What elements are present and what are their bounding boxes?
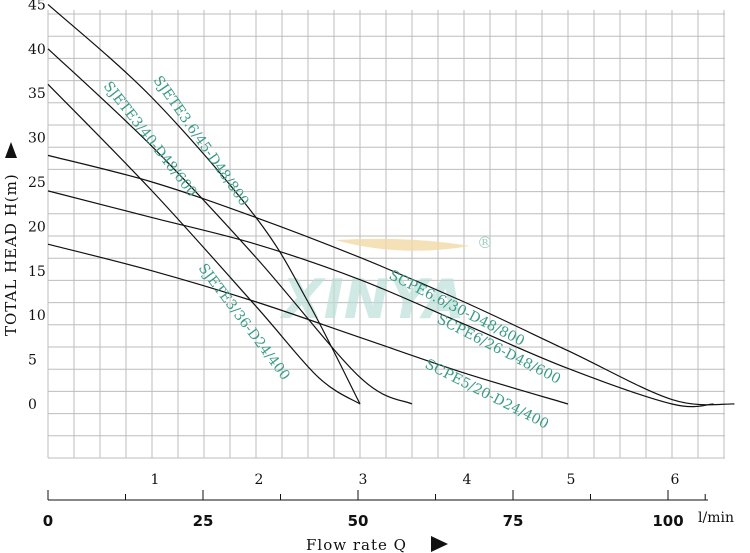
x-top-tick-label: 5 [567, 472, 576, 488]
curve-series-4 [47, 154, 735, 406]
y-tick-label: 20 [28, 219, 46, 235]
curve-labels: SJETE3.6/45-D48/800 SJETE3/40-D48/600 SJ… [100, 73, 563, 432]
curve-series-5 [47, 190, 714, 408]
curve-label-sjete36-45: SJETE3.6/45-D48/800 [150, 73, 252, 209]
y-tick-label: 40 [28, 42, 46, 58]
logo-swoosh [335, 238, 470, 251]
curve-series-2 [47, 48, 413, 405]
curve-label-sjete3-36: SJETE3/36-D24/400 [195, 261, 293, 384]
x-bottom-tick-label: 50 [348, 512, 369, 530]
triangle-up-icon [5, 142, 17, 158]
x-top-tick-label: 3 [359, 472, 368, 488]
curves [47, 3, 735, 408]
x-top-tick-label: 1 [151, 472, 160, 488]
y-tick-label: 10 [28, 308, 46, 324]
x-top-tick-label: 4 [463, 472, 472, 488]
logo-registered-mark: ® [477, 233, 493, 252]
y-axis-ticks: 45 40 35 30 25 20 15 10 5 0 [28, 0, 46, 413]
x-axis-top-ticks: 1 2 3 4 5 6 [151, 472, 680, 488]
grid [47, 10, 725, 459]
brand-watermark: XINYA ® [279, 233, 493, 331]
y-tick-label: 15 [28, 264, 46, 280]
x-top-tick-label: 6 [671, 472, 680, 488]
y-tick-label: 35 [28, 86, 46, 102]
curve-series-6 [47, 243, 569, 405]
triangle-right-icon [431, 536, 448, 552]
x-axis-bottom: 0 25 50 75 100 l/min [43, 490, 734, 530]
curve-series-3 [47, 83, 361, 405]
y-tick-label: 45 [28, 0, 46, 13]
x-bottom-tick-label: 0 [43, 512, 53, 530]
x-bottom-tick-label: 25 [193, 512, 214, 530]
y-tick-label: 30 [28, 131, 46, 147]
y-tick-label: 5 [28, 353, 37, 369]
y-axis-title: TOTAL HEAD H(m) [2, 173, 20, 336]
y-tick-label: 0 [28, 397, 37, 413]
x-top-tick-label: 2 [255, 472, 264, 488]
y-tick-label: 25 [28, 175, 46, 191]
x-bottom-tick-label: 100 [652, 512, 683, 530]
x-bottom-tick-label: 75 [503, 512, 524, 530]
x-axis-title: Flow rate Q [306, 536, 407, 553]
x-axis-bottom-ticks: 0 25 50 75 100 [43, 490, 706, 530]
x-axis-unit: l/min [698, 510, 734, 526]
curve-series-1 [47, 3, 361, 405]
